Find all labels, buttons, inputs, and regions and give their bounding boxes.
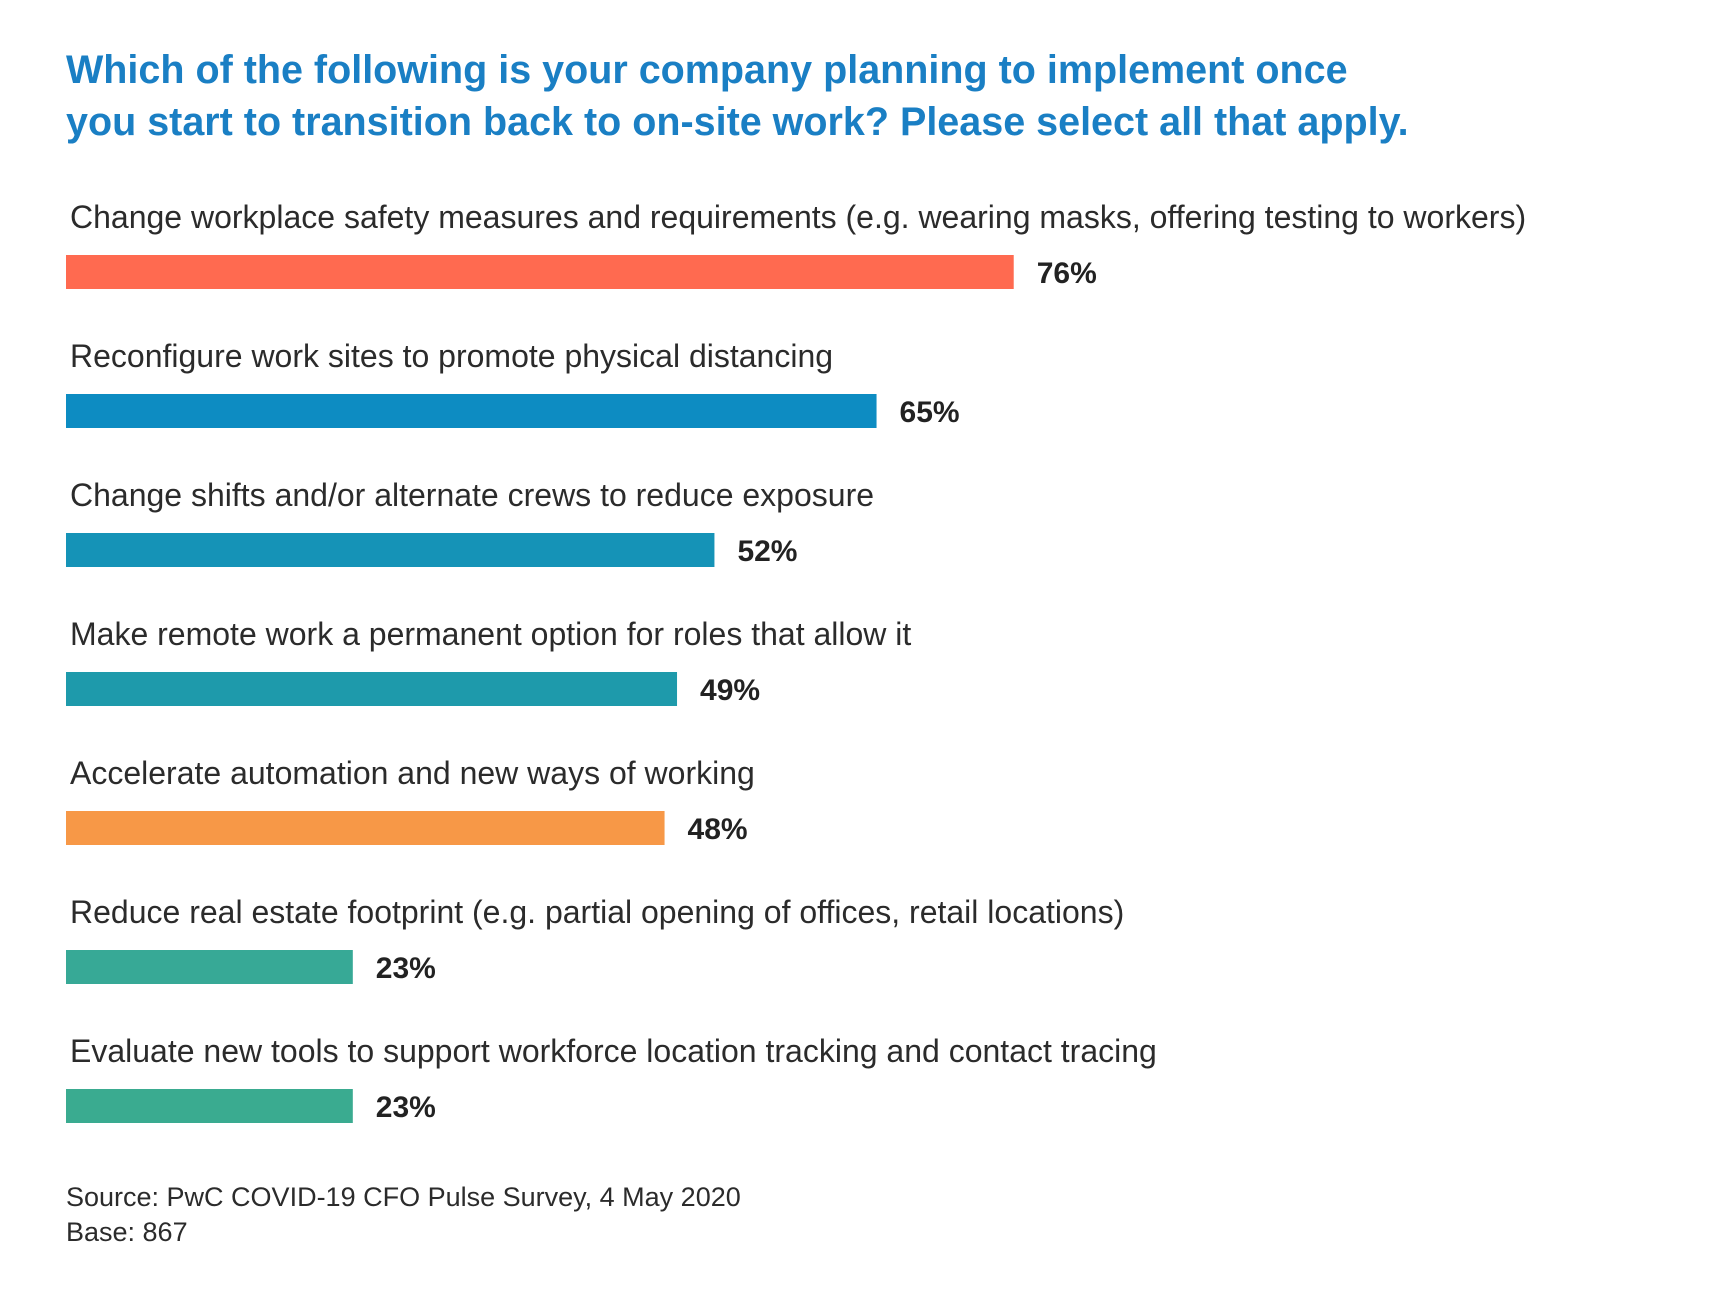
category-label-4: Make remote work a permanent option for …: [70, 616, 911, 652]
bar-5: [66, 811, 665, 845]
bar-7: [66, 1089, 353, 1123]
category-label-5: Accelerate automation and new ways of wo…: [70, 755, 755, 791]
category-label-6: Reduce real estate footprint (e.g. parti…: [70, 894, 1124, 930]
value-label-2: 65%: [900, 396, 960, 429]
bar-6: [66, 950, 353, 984]
category-label-7: Evaluate new tools to support workforce …: [70, 1033, 1157, 1069]
category-label-1: Change workplace safety measures and req…: [70, 199, 1526, 235]
category-label-3: Change shifts and/or alternate crews to …: [70, 477, 874, 513]
category-label-2: Reconfigure work sites to promote physic…: [70, 338, 833, 374]
value-label-4: 49%: [700, 674, 760, 707]
value-label-6: 23%: [376, 952, 436, 985]
base-note: Base: 867: [66, 1217, 188, 1247]
chart-title: Which of the following is your company p…: [66, 44, 1626, 148]
bar-3: [66, 533, 715, 567]
bar-4: [66, 672, 678, 706]
value-label-7: 23%: [376, 1091, 436, 1124]
value-label-3: 52%: [737, 535, 797, 568]
chart-title-line-2: you start to transition back to on-site …: [66, 100, 1409, 144]
chart-footer: Source: PwC COVID-19 CFO Pulse Survey, 4…: [66, 1180, 741, 1250]
value-label-5: 48%: [688, 813, 748, 846]
bar-1: [66, 255, 1014, 289]
source-note: Source: PwC COVID-19 CFO Pulse Survey, 4…: [66, 1182, 741, 1212]
bar-chart: Change workplace safety measures and req…: [66, 199, 1526, 1124]
bar-2: [66, 394, 877, 428]
chart-title-line-1: Which of the following is your company p…: [66, 48, 1348, 92]
value-label-1: 76%: [1037, 257, 1097, 290]
